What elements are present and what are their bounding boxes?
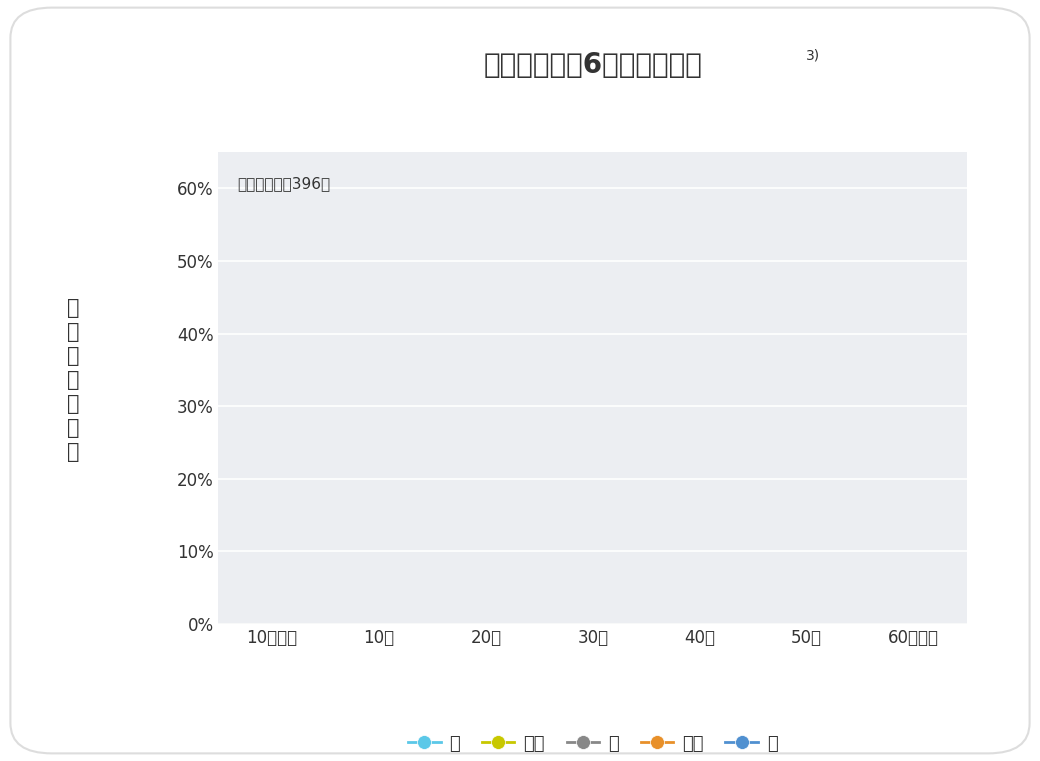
Text: 有効回答数：396件: 有効回答数：396件 <box>237 176 331 191</box>
Text: 3): 3) <box>806 49 821 62</box>
Legend: 肩, ひじ, 股, ひざ, 足: 肩, ひじ, 股, ひざ, 足 <box>400 728 785 759</box>
Text: 年代別の直近6ヵ月の関節痛: 年代別の直近6ヵ月の関節痛 <box>484 51 702 78</box>
Text: 痛
み
の
あ
る
割
合: 痛 み の あ る 割 合 <box>67 298 79 463</box>
FancyBboxPatch shape <box>10 8 1030 753</box>
